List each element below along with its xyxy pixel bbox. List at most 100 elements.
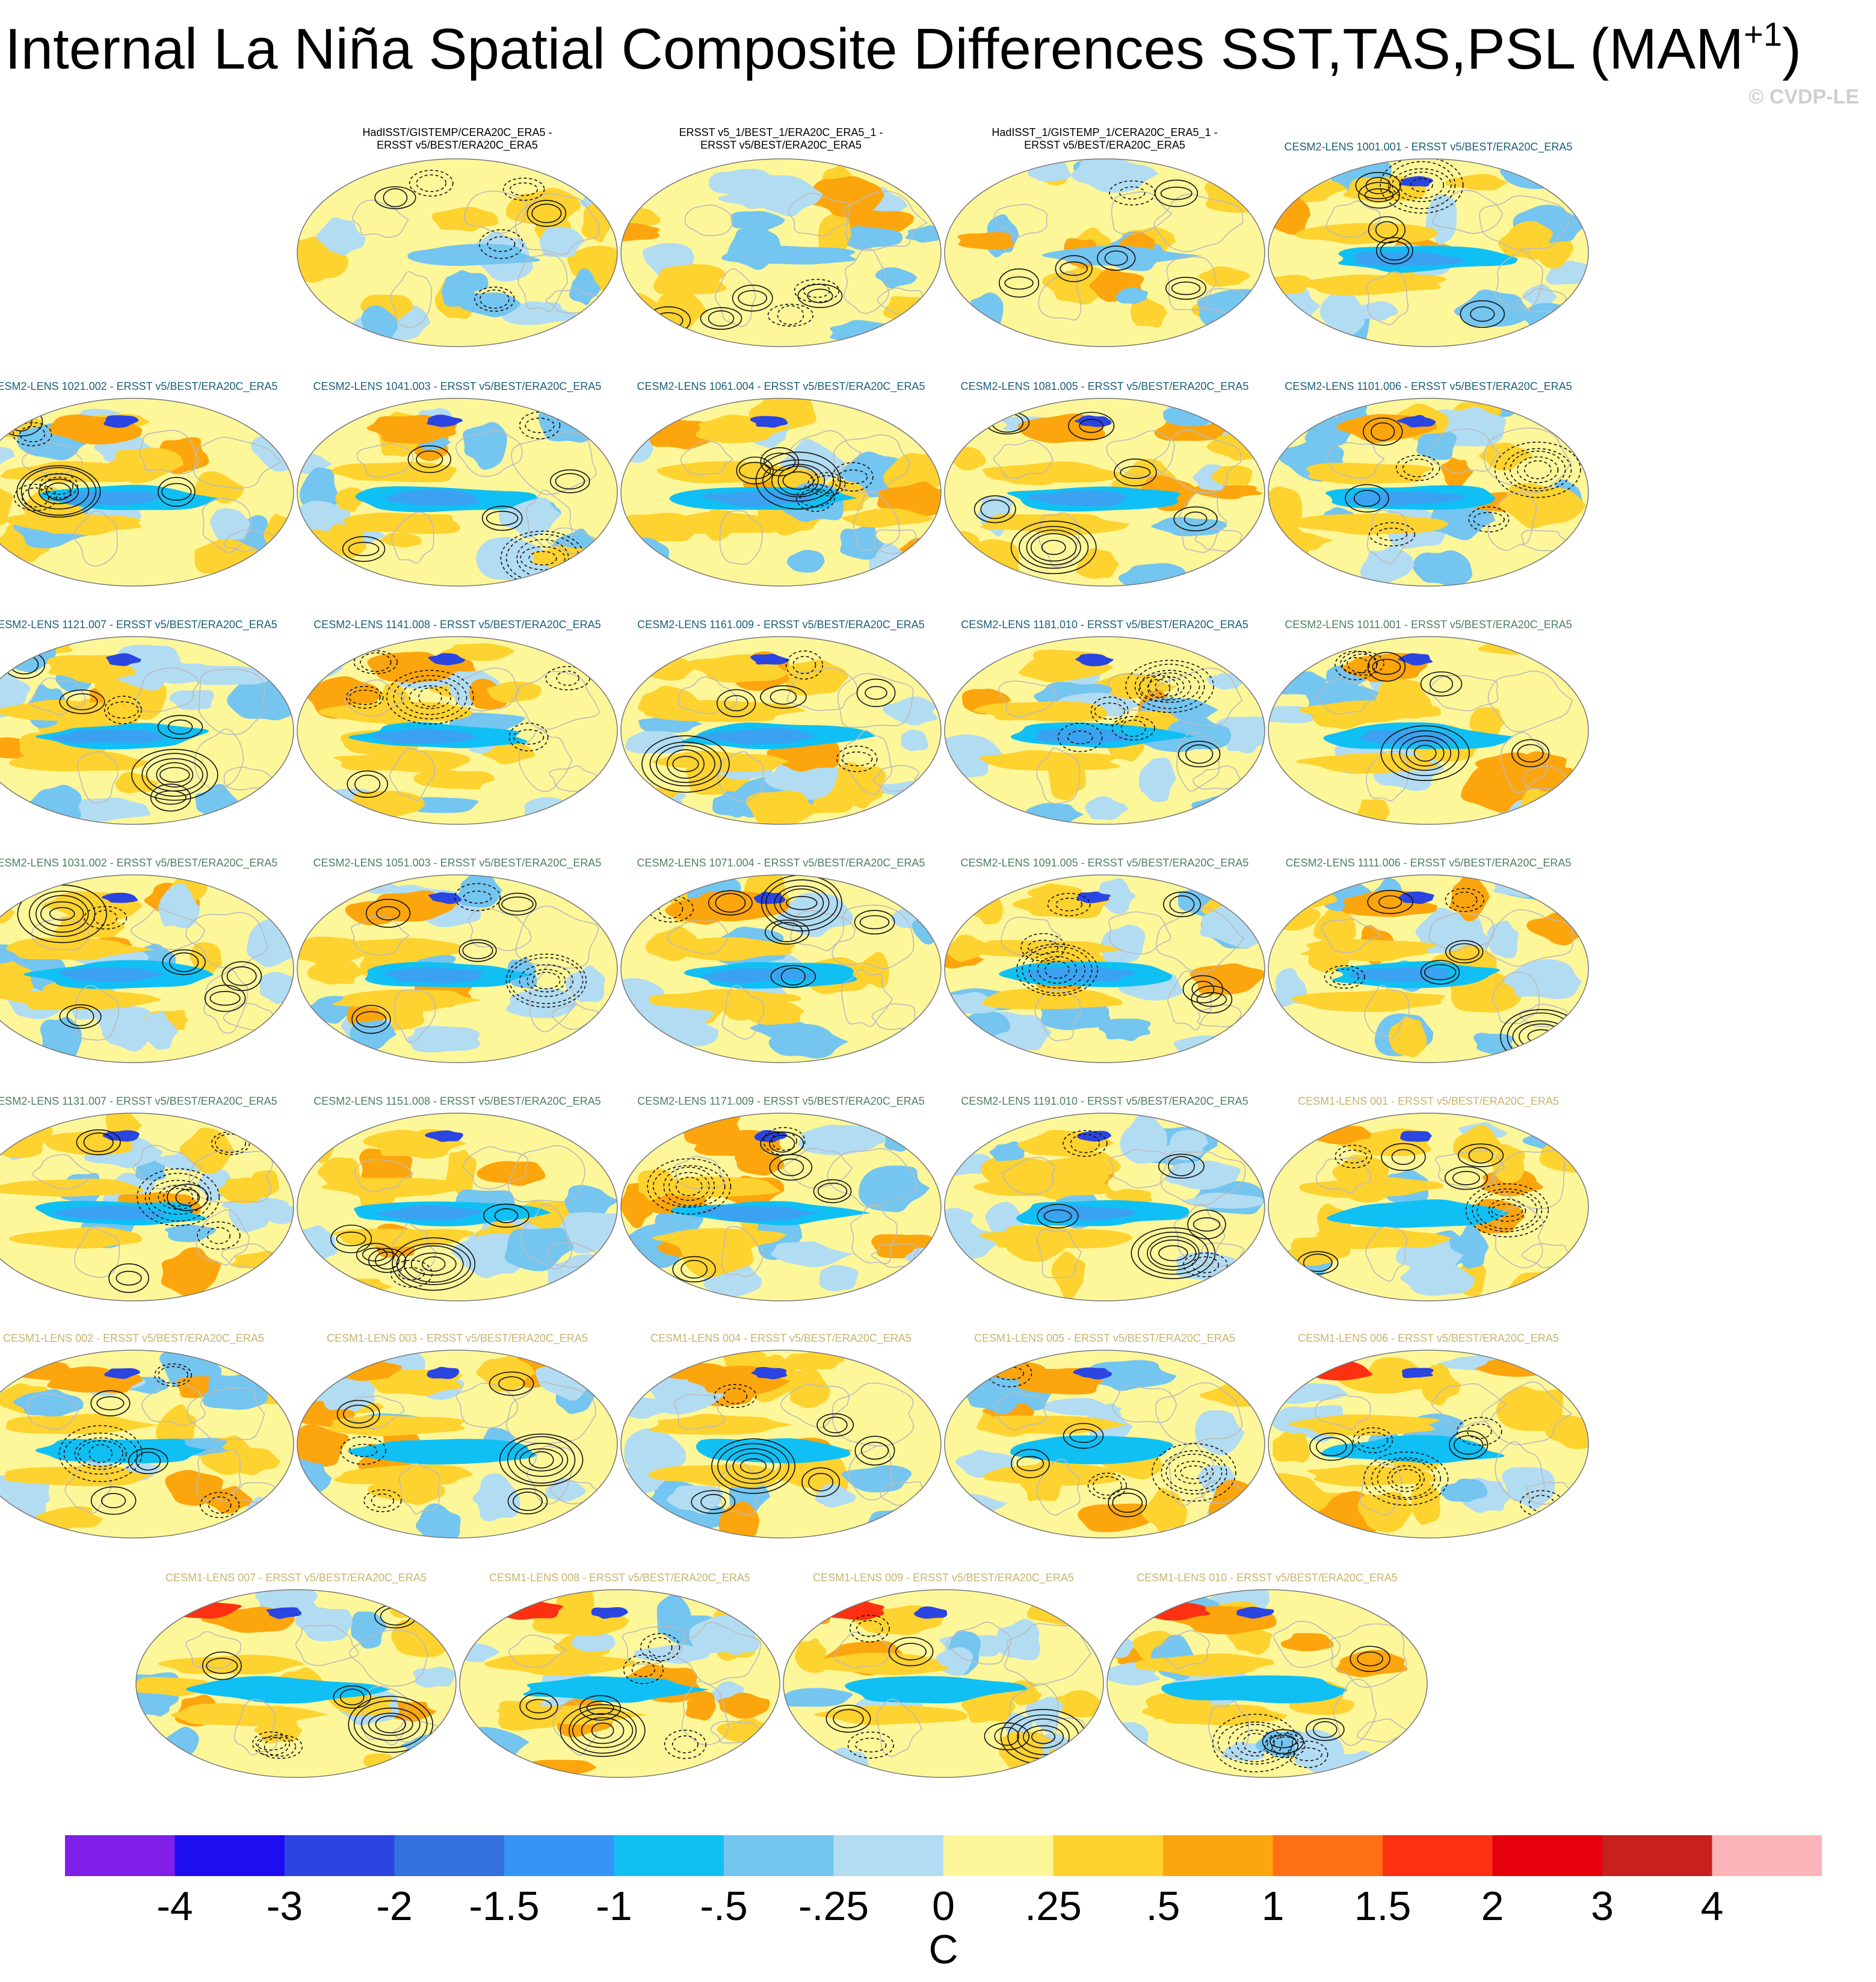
anomaly-patch: [472, 1473, 520, 1522]
map-panel: CESM2-LENS 1061.004 - ERSST v5/BEST/ERA2…: [619, 366, 943, 588]
anomaly-patch: [1440, 457, 1474, 487]
continent-outline: [508, 1634, 568, 1668]
psl-contour: [1340, 651, 1384, 676]
psl-contour: [1109, 180, 1156, 206]
continent-outline: [1174, 1203, 1226, 1267]
continent-outline: [848, 1445, 893, 1501]
anomaly-patch: [13, 1389, 84, 1418]
psl-contour: [513, 1492, 543, 1511]
colorbar-tick: -4: [156, 1883, 193, 1929]
anomaly-patch: [1211, 465, 1253, 486]
global-map: [944, 398, 1265, 587]
global-map: [944, 1350, 1265, 1539]
psl-contour: [1380, 159, 1464, 214]
anomaly-patch: [1195, 1410, 1245, 1456]
psl-contour: [652, 1165, 726, 1208]
psl-contour: [1468, 1147, 1493, 1164]
psl-contour: [708, 310, 735, 327]
continent-outline: [1037, 1229, 1082, 1279]
panel-label: CESM2-LENS 1081.005 - ERSST v5/BEST/ERA2…: [960, 380, 1249, 392]
psl-contour: [489, 1371, 534, 1396]
map-panel: CESM1-LENS 006 - ERSST v5/BEST/ERA20C_ER…: [1266, 1318, 1591, 1540]
continent-outline: [721, 984, 765, 1040]
high-latitude-cold: [102, 892, 138, 903]
anomaly-patch: [1169, 1129, 1209, 1157]
anomaly-patch: [1280, 1633, 1334, 1652]
equatorial-core: [1348, 1443, 1453, 1459]
psl-contour: [1148, 672, 1191, 701]
anomaly-patch: [1100, 924, 1146, 965]
continent-outline: [518, 728, 573, 792]
psl-contour: [1457, 1143, 1504, 1167]
anomaly-patch: [1498, 221, 1553, 261]
global-map: [1268, 874, 1589, 1063]
equatorial-core: [58, 967, 165, 983]
psl-contour: [374, 1251, 400, 1270]
south-warm-band: [979, 1227, 1134, 1249]
anomaly-patch: [431, 206, 498, 232]
panel-label: CESM1-LENS 007 - ERSST v5/BEST/ERA20C_ER…: [165, 1572, 427, 1584]
continent-outline: [1153, 667, 1243, 726]
continent-outline: [520, 1203, 572, 1270]
psl-contour: [555, 473, 585, 490]
map-border: [783, 1589, 1104, 1778]
psl-contour: [816, 1413, 854, 1437]
psl-contour: [1293, 1747, 1322, 1762]
psl-contour: [1347, 653, 1378, 673]
anomaly-patch: [210, 508, 250, 542]
psl-contour: [90, 1486, 137, 1515]
psl-contour: [348, 690, 381, 705]
psl-contour: [794, 279, 840, 303]
psl-contour: [383, 188, 408, 208]
anomaly-patch: [883, 452, 941, 495]
psl-contour: [739, 462, 771, 480]
continent-outline: [844, 248, 889, 314]
colorbar-tick: 4: [1700, 1883, 1724, 1929]
north-warm-band: [643, 700, 806, 722]
panel-label: CESM1-LENS 008 - ERSST v5/BEST/ERA20C_ER…: [489, 1572, 750, 1584]
psl-contour: [348, 542, 380, 557]
anomaly-patch: [551, 415, 615, 440]
psl-contour: [44, 477, 74, 495]
anomaly-patch: [634, 1644, 710, 1664]
anomaly-patch: [205, 1374, 268, 1410]
continent-outline: [77, 751, 119, 804]
psl-contour: [1391, 1149, 1416, 1165]
psl-contour: [83, 1132, 114, 1152]
anomaly-patch: [764, 757, 839, 801]
continent-outline: [832, 1382, 915, 1446]
anomaly-patch: [1095, 878, 1137, 915]
psl-contour: [499, 1433, 584, 1486]
global-map: [0, 398, 294, 587]
continent-outline: [1156, 907, 1244, 973]
psl-contour: [483, 1203, 529, 1228]
anomaly-patch: [1455, 1224, 1489, 1269]
map-border: [1268, 874, 1589, 1063]
map-field: [297, 637, 617, 824]
anomaly-patch: [1205, 173, 1265, 213]
continent-outline: [526, 489, 573, 549]
anomaly-patch: [787, 549, 825, 573]
continent-outline: [1492, 972, 1540, 1024]
psl-contour: [1067, 730, 1093, 745]
global-map: [620, 636, 942, 825]
psl-contour: [525, 418, 555, 434]
colorbar-swatch: [394, 1835, 505, 1876]
continent-outline: [193, 436, 282, 489]
psl-contour: [854, 1436, 895, 1466]
psl-contour: [1324, 965, 1365, 989]
psl-contour: [1460, 300, 1505, 328]
psl-contour: [836, 746, 878, 773]
map-panel: CESM1-LENS 003 - ERSST v5/BEST/ERA20C_ER…: [295, 1318, 620, 1540]
map-field: [621, 637, 941, 824]
map-field: [621, 1350, 941, 1538]
figure-title: Internal La Niña Spatial Composite Diffe…: [5, 15, 1801, 81]
map-border: [944, 1350, 1265, 1539]
south-warm-band: [333, 750, 471, 773]
psl-contour: [771, 1131, 797, 1151]
continent-outline: [517, 253, 568, 312]
south-warm-band: [5, 513, 141, 536]
psl-contour: [1517, 456, 1559, 483]
anomaly-patch: [834, 226, 903, 250]
continent-outline: [681, 1681, 729, 1746]
